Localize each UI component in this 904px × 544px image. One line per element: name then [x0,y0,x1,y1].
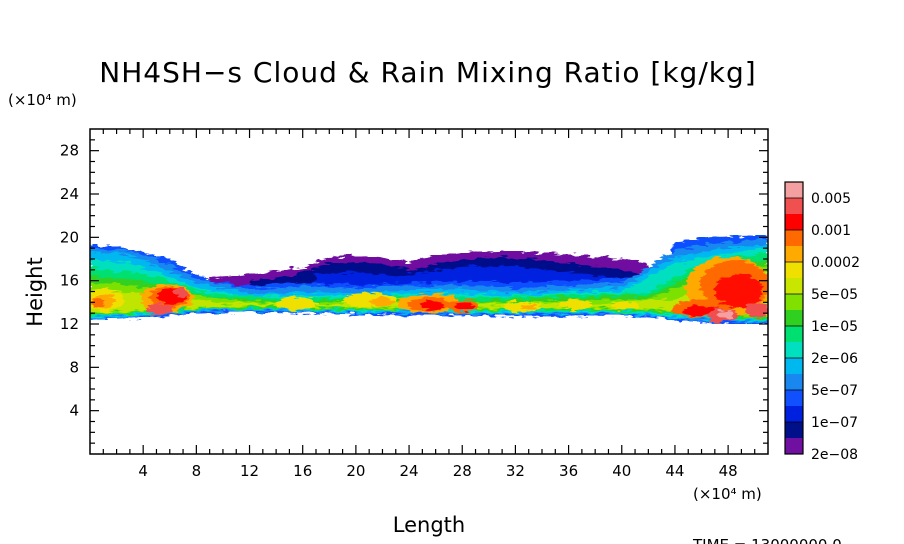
x-axis-unit: (×10⁴ m) [693,485,762,503]
colorbar-label: 0.005 [811,191,851,207]
cloud-cell [145,303,173,315]
y-tick-label: 4 [69,402,79,420]
x-tick-label: 48 [719,462,738,480]
cloud-region [90,272,768,317]
heatmap-field [90,235,768,324]
colorbar-label: 5e−07 [811,383,858,399]
x-tick-label: 12 [240,462,259,480]
cloud-cell [274,296,318,310]
y-tick-label: 28 [60,142,79,160]
colorbar-swatch [785,214,803,231]
cloud-cell [611,301,638,310]
colorbar-swatch [785,230,803,247]
colorbar-label: 2e−08 [811,447,858,463]
colorbar-swatch [785,262,803,279]
colorbar-swatch [785,326,803,343]
colorbar-swatch [785,278,803,295]
y-axis-title: Height [23,257,47,326]
x-axis: 4 8 12 16 20 24 28 32 36 40 44 48 [102,129,756,480]
x-tick-label: 32 [506,462,525,480]
cloud-cell [173,288,188,297]
x-axis-title: Length [393,513,465,537]
x-tick-label: 28 [453,462,472,480]
time-label: TIME = 13000000.0 [692,536,842,544]
colorbar-swatch [785,294,803,311]
y-tick-label: 24 [60,185,79,203]
colorbar-swatch [785,390,803,407]
y-tick-label: 8 [69,358,79,376]
colorbar-label: 5e−05 [811,287,858,303]
colorbar-swatch [785,358,803,375]
y-axis-unit: (×10⁴ m) [8,91,77,109]
chart-title: NH4SH−s Cloud & Rain Mixing Ratio [kg/kg… [99,56,756,89]
y-tick-label: 12 [60,315,79,333]
colorbar-swatch [785,310,803,327]
colorbar-swatch [785,342,803,359]
x-tick-label: 16 [293,462,312,480]
colorbar-label: 1e−05 [811,319,858,335]
y-tick-label: 20 [60,228,79,246]
y-axis: 4 8 12 16 20 24 28 [60,139,768,444]
colorbar: 0.005 0.001 0.0002 5e−05 1e−05 2e−06 5e−07 1e−0… [784,181,860,463]
colorbar-label: 1e−07 [811,415,858,431]
cloud-cell [559,299,592,310]
colorbar-swatch [785,182,803,199]
colorbar-swatch [785,374,803,391]
cloud-cell [369,298,396,307]
colorbar-swatch [785,246,803,263]
colorbar-swatch [785,198,803,215]
colorbar-label: 2e−06 [811,351,858,367]
y-tick-label: 16 [60,272,79,290]
colorbar-swatch [785,406,803,423]
cloud-cell [91,298,105,307]
cloud-cell [520,303,537,310]
x-tick-label: 44 [665,462,684,480]
colorbar-label: 0.0002 [811,255,860,271]
cloud-cell [714,274,763,309]
x-tick-label: 20 [346,462,365,480]
colorbar-label: 0.001 [811,223,851,239]
x-tick-label: 8 [192,462,202,480]
cloud-cell [455,302,475,311]
x-tick-label: 40 [612,462,631,480]
colorbar-swatch [785,422,803,439]
x-tick-label: 36 [559,462,578,480]
cloud-cell [717,309,734,319]
colorbar-swatch [785,438,803,455]
cloud-cell [745,302,768,318]
x-tick-label: 4 [138,462,148,480]
x-tick-label: 24 [400,462,419,480]
cloud-cell [421,301,445,310]
